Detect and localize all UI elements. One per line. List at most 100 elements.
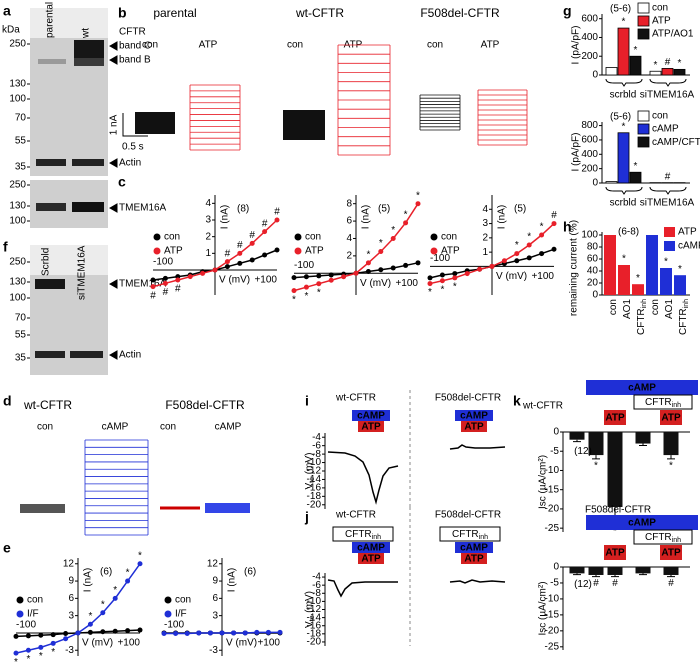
y-tick-label: 400 <box>581 32 598 43</box>
y-tick-label: 800 <box>581 120 598 131</box>
box-label: cAMP <box>460 543 488 554</box>
legend-label: cAMP <box>678 241 700 252</box>
bar <box>649 70 662 76</box>
y-tick-label: -25 <box>545 641 560 652</box>
y-tick-label: 2 <box>482 232 488 243</box>
significance-mark: * <box>292 294 296 305</box>
error-bar <box>667 574 675 578</box>
vte-trace <box>327 579 398 598</box>
significance-mark: * <box>634 45 638 56</box>
panel-letter: e <box>3 540 11 556</box>
significance-mark: * <box>453 281 457 292</box>
bar <box>673 68 686 76</box>
iv-point <box>50 632 56 638</box>
iv-point <box>231 630 237 636</box>
significance-mark: # <box>551 210 557 221</box>
significance-mark: # <box>665 57 671 68</box>
iv-point <box>415 201 421 207</box>
legend-swatch <box>637 28 650 40</box>
bar <box>588 432 604 456</box>
panel-letter: i <box>305 393 309 409</box>
x-axis-label: V (mV) <box>360 278 391 289</box>
significance-mark: * <box>527 232 531 243</box>
significance-mark: * <box>634 161 638 172</box>
iv-point <box>539 232 545 238</box>
camp-box <box>352 542 390 553</box>
legend-label: I/F <box>27 609 39 620</box>
current-trace <box>419 94 461 131</box>
y-tick-label: 1 <box>205 248 211 259</box>
y-tick-label: -6 <box>312 580 321 591</box>
iv-point <box>161 631 167 637</box>
significance-mark: # <box>593 578 599 589</box>
text-part: CFTR <box>678 308 689 335</box>
lane-label: siTMEM16A <box>77 245 88 300</box>
y-tick-label: -8 <box>312 449 321 460</box>
category-label: AO1 <box>622 299 633 319</box>
y-axis-label: I (pA/pF) <box>571 133 582 172</box>
n-label: (6) <box>100 567 112 578</box>
condition-label: con <box>427 40 443 51</box>
significance-mark: * <box>88 611 92 622</box>
box-label: ATP <box>464 422 484 433</box>
vte-trace <box>449 444 506 450</box>
legend-swatch <box>637 110 650 122</box>
current-trace <box>283 110 325 140</box>
inhibitor-box <box>439 526 501 542</box>
significance-mark: # <box>274 207 280 218</box>
bar <box>604 235 616 295</box>
iv-point <box>175 277 181 283</box>
y-tick-label: 20 <box>587 278 599 289</box>
subscript: inh <box>641 299 648 308</box>
iv-point <box>341 274 347 280</box>
band-label: Actin <box>119 350 141 361</box>
iv-point <box>187 274 193 280</box>
text-part: AO1 <box>664 299 675 319</box>
significance-mark: * <box>51 647 55 658</box>
y-tick-label: 100 <box>581 230 598 241</box>
category-label: AO1 <box>664 299 675 319</box>
panel-letter: g <box>563 3 572 19</box>
x-axis-label: V (mV) <box>219 275 250 286</box>
iv-point <box>328 277 334 283</box>
y-tick-label: -20 <box>307 499 322 510</box>
text-part: (mV) <box>304 453 315 477</box>
band <box>70 351 103 358</box>
iv-point <box>63 636 69 642</box>
vte-trace <box>327 451 399 505</box>
text-part: cAMP/CFTR <box>652 137 700 148</box>
band <box>72 159 104 166</box>
atp-box <box>604 410 626 425</box>
bar <box>629 55 642 76</box>
y-tick-label: -14 <box>307 474 322 485</box>
iv-point <box>390 265 396 271</box>
subscript: inh <box>683 299 690 308</box>
mw-label: 250 <box>9 180 26 191</box>
legend-marker <box>294 233 302 241</box>
legend-marker <box>153 233 161 241</box>
box-label: CFTRinh <box>645 532 681 545</box>
y-tick-label: -15 <box>545 610 560 621</box>
arrowhead <box>108 350 118 360</box>
x-end-label: +100 <box>254 275 277 286</box>
panel-letter: a <box>3 3 11 19</box>
iv-point <box>25 633 31 639</box>
y-tick-label: 40 <box>587 266 599 277</box>
lane-label: wt <box>81 28 92 39</box>
camp-box <box>586 515 698 530</box>
iv-point <box>38 632 44 638</box>
significance-mark: * <box>101 599 105 610</box>
box-label: ATP <box>464 554 484 565</box>
significance-mark: # <box>249 230 255 241</box>
box-label: cAMP <box>628 383 656 394</box>
box-label: CFTRinh <box>452 529 488 542</box>
iv-point <box>112 595 118 601</box>
legend-marker <box>153 247 161 255</box>
iv-point <box>452 275 458 281</box>
chart-title: F508del-CFTR <box>585 505 651 516</box>
error-bar <box>611 574 619 578</box>
y-tick-label: -4 <box>312 572 321 583</box>
mw-label: 100 <box>9 216 26 227</box>
significance-mark: # <box>665 171 671 182</box>
legend-swatch <box>637 123 650 135</box>
